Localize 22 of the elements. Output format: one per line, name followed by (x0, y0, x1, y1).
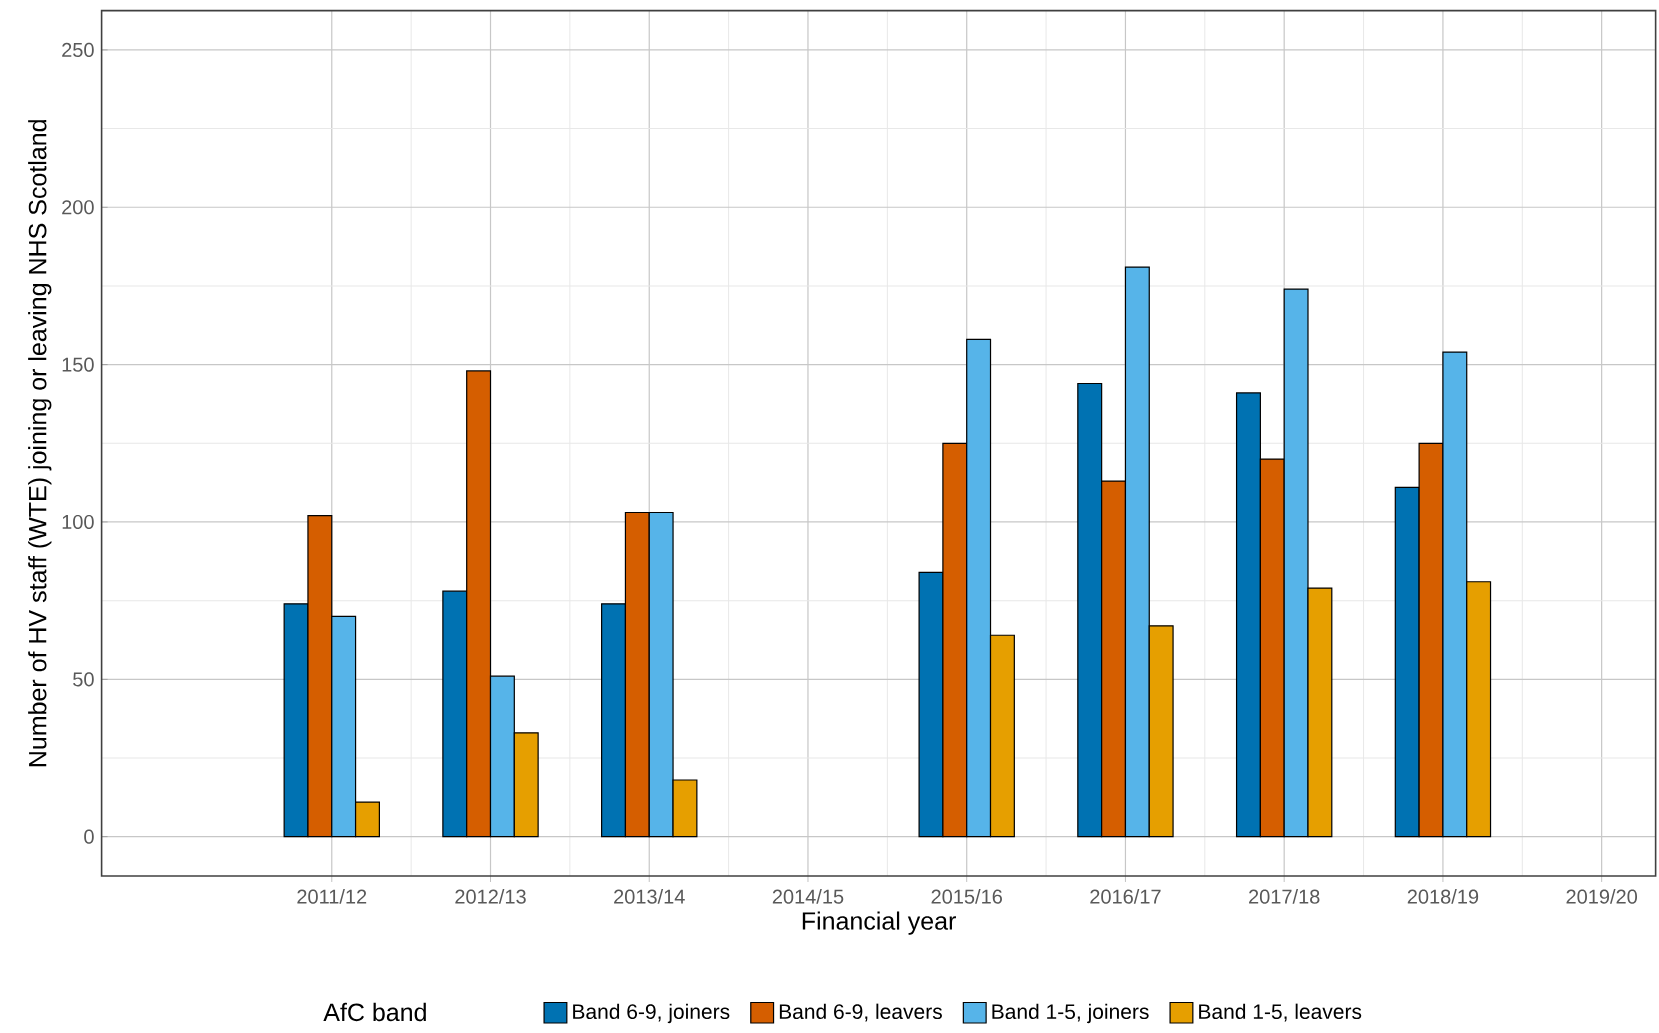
x-tick-label: 2019/20 (1566, 889, 1638, 904)
legend-label: Band 1-5, joiners (992, 1003, 1149, 1024)
y-tick-label: 0 (84, 829, 94, 844)
y-tick-label: 100 (62, 514, 94, 530)
x-tick-label: 2016/17 (1090, 889, 1161, 904)
legend-label: Band 6-9, joiners (573, 1003, 730, 1024)
x-axis-title: Financial year (802, 911, 956, 935)
x-tick-label: 2017/18 (1249, 889, 1320, 904)
y-tick-label: 200 (62, 200, 94, 215)
x-tick-label: 2015/16 (931, 889, 1002, 904)
y-axis-title: Number of HV staff (WTE) joining or leaving NHS Scotland (28, 120, 52, 767)
x-tick-label: 2013/14 (614, 889, 685, 904)
x-tick-label: 2012/13 (455, 889, 526, 904)
x-tick-label: 2014/15 (772, 889, 844, 904)
x-tick-label: 2018/19 (1407, 889, 1479, 904)
y-tick-label: 50 (73, 672, 94, 687)
legend-title: AfC band (323, 1002, 426, 1022)
y-tick-label: 150 (62, 357, 94, 372)
legend-label: Band 1-5, leavers (1199, 1003, 1362, 1022)
y-tick-label: 250 (62, 42, 94, 57)
x-tick-label: 2011/12 (297, 889, 367, 904)
legend-label: Band 6-9, leavers (779, 1003, 942, 1022)
